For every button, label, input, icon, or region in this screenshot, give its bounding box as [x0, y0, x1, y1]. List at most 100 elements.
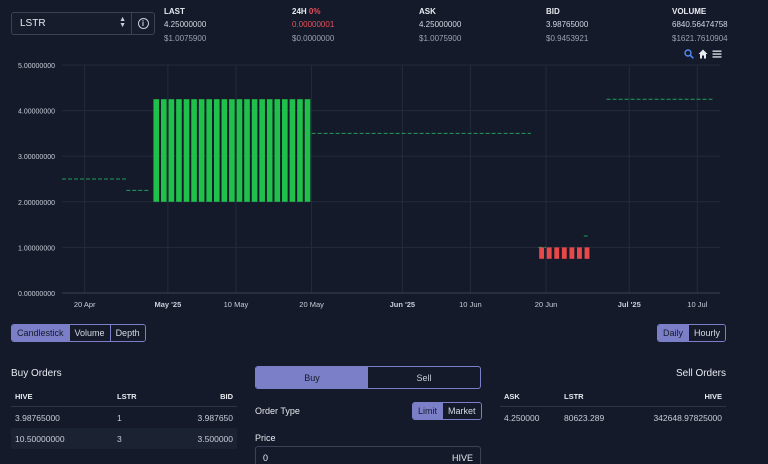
- tab-depth[interactable]: Depth: [110, 325, 145, 341]
- info-button[interactable]: i: [131, 13, 154, 34]
- up-candle: [244, 99, 250, 202]
- zoom-icon[interactable]: [684, 49, 694, 59]
- up-candle: [176, 99, 182, 202]
- up-candle: [206, 99, 213, 202]
- up-candle: [304, 99, 311, 202]
- price-value[interactable]: 0: [263, 453, 269, 463]
- cell: 80623.289: [564, 412, 605, 423]
- buy-orders-title: Buy Orders: [11, 368, 62, 379]
- column-header: ASK: [504, 391, 520, 401]
- buy-orders-table: HIVE LSTR BID 3.98765000 1 3.987650 10.5…: [11, 386, 237, 449]
- up-candle: [213, 99, 220, 202]
- column-header: BID: [220, 391, 233, 401]
- buy-sell-toggle: Buy Sell: [255, 366, 481, 389]
- price-unit: HIVE: [451, 453, 473, 463]
- stat-value: 4.25000000: [164, 20, 207, 29]
- tab-volume[interactable]: Volume: [69, 325, 111, 341]
- up-candle: [236, 99, 243, 202]
- tab-daily[interactable]: Daily: [658, 325, 690, 341]
- up-candle: [274, 99, 281, 202]
- pair-select[interactable]: LSTR ▲ ▼ i: [11, 12, 155, 35]
- sell-orders-title: Sell Orders: [676, 368, 727, 379]
- stat-ask: ASK 4.25000000 $1.0075900: [419, 7, 461, 43]
- table-row[interactable]: 4.250000 80623.289 342648.97825000: [500, 407, 726, 428]
- down-candle: [584, 247, 590, 259]
- y-tick-label: 5.00000000: [18, 63, 55, 70]
- tab-hourly[interactable]: Hourly: [689, 325, 726, 341]
- table-row[interactable]: 10.50000000 3 3.500000: [11, 428, 237, 449]
- up-candle: [259, 99, 265, 202]
- stat-change-percent: 0%: [308, 7, 321, 16]
- column-header: HIVE: [704, 391, 722, 401]
- y-tick-label: 1.00000000: [18, 245, 55, 252]
- stat-bid: BID 3.98765000 $0.9453921: [546, 7, 588, 43]
- table-header: HIVE LSTR BID: [11, 386, 237, 407]
- cell: 3: [117, 433, 122, 444]
- stat-24h: 24H 0% 0.00000001 $0.0000000: [292, 7, 334, 43]
- limit-button[interactable]: Limit: [413, 403, 444, 419]
- up-candle: [168, 99, 175, 202]
- column-header: LSTR: [117, 391, 137, 401]
- up-candle: [153, 99, 160, 202]
- x-tick-label: 20 Jun: [535, 300, 558, 309]
- up-candle: [198, 99, 205, 202]
- market-button[interactable]: Market: [443, 403, 481, 419]
- y-tick-label: 0.00000000: [18, 291, 55, 298]
- up-candle: [282, 99, 288, 202]
- menu-icon[interactable]: [712, 49, 722, 59]
- x-tick-label: Jul '25: [618, 300, 641, 309]
- stat-volume: VOLUME 6840.56474758 $1621.7610904: [672, 7, 728, 43]
- pair-select-value[interactable]: LSTR ▲ ▼: [12, 13, 131, 34]
- cell: 3.98765000: [15, 412, 60, 423]
- table-row[interactable]: 3.98765000 1 3.987650: [11, 407, 237, 428]
- cell: 3.987650: [197, 412, 233, 423]
- chevron-up-down-icon: ▲ ▼: [119, 16, 126, 29]
- price-input[interactable]: 0 HIVE: [255, 446, 481, 464]
- down-candle: [554, 247, 560, 259]
- cell: 1: [117, 412, 122, 423]
- table-header: ASK LSTR HIVE: [500, 386, 726, 407]
- x-tick-label: 20 May: [299, 300, 324, 309]
- sell-orders-table: ASK LSTR HIVE 4.250000 80623.289 342648.…: [500, 386, 726, 428]
- up-candle: [289, 99, 296, 202]
- down-candle: [539, 247, 545, 259]
- info-icon: i: [137, 18, 149, 29]
- down-candle: [561, 247, 567, 259]
- tab-candlestick[interactable]: Candlestick: [12, 325, 70, 341]
- up-candle: [221, 99, 228, 202]
- interval-tabs: Daily Hourly: [657, 324, 727, 342]
- y-tick-label: 4.00000000: [18, 109, 55, 116]
- x-tick-label: May '25: [154, 300, 181, 309]
- y-tick-label: 3.00000000: [18, 154, 55, 161]
- stat-label: ASK: [419, 7, 436, 16]
- stat-label: BID: [546, 7, 560, 16]
- stat-usd: $0.9453921: [546, 34, 589, 43]
- cell: 10.50000000: [15, 433, 65, 444]
- up-candle: [266, 99, 273, 202]
- x-tick-label: 10 May: [224, 300, 249, 309]
- buy-tab[interactable]: Buy: [256, 367, 368, 388]
- stat-usd: $1.0075900: [164, 34, 207, 43]
- x-tick-label: 10 Jun: [459, 300, 482, 309]
- stat-label: LAST: [164, 7, 185, 16]
- x-tick-label: 20 Apr: [74, 300, 96, 309]
- cell: 3.500000: [197, 433, 233, 444]
- stat-value: 3.98765000: [546, 20, 589, 29]
- stat-value: 6840.56474758: [672, 20, 728, 29]
- chart-type-tabs: Candlestick Volume Depth: [11, 324, 146, 342]
- order-type-toggle: Limit Market: [412, 402, 482, 420]
- stat-usd: $0.0000000: [292, 34, 335, 43]
- stat-value: 0.00000001: [292, 20, 335, 29]
- home-icon[interactable]: [698, 49, 708, 59]
- pair-select-label: LSTR: [20, 18, 46, 29]
- up-candle: [161, 99, 167, 202]
- down-candle: [576, 247, 582, 259]
- sell-tab[interactable]: Sell: [416, 372, 432, 383]
- price-chart[interactable]: 0.00000000 1.00000000 2.00000000 3.00000000…: [0, 46, 768, 316]
- y-tick-label: 2.00000000: [18, 200, 55, 207]
- stat-last: LAST 4.25000000 $1.0075900: [164, 7, 206, 43]
- up-candle: [229, 99, 235, 202]
- down-candle: [569, 247, 575, 259]
- chart-toolbar: [684, 49, 722, 59]
- x-tick-label: 10 Jul: [687, 300, 707, 309]
